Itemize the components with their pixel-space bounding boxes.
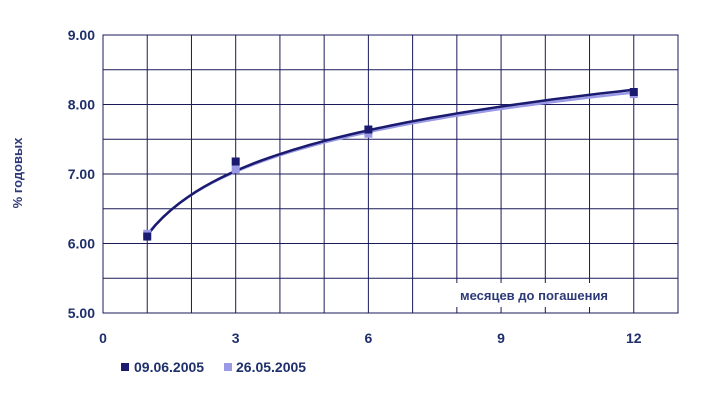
x-tick-label-0: 0 — [99, 330, 107, 346]
x-tick-label-2: 6 — [364, 330, 372, 346]
point-09-06-2005-3 — [629, 87, 638, 96]
y-tick-label-4: 9.00 — [68, 27, 95, 43]
legend-label-26-05-2005: 26.05.2005 — [236, 359, 306, 375]
legend-marker-26-05-2005 — [224, 363, 232, 371]
y-axis-title: % годовых — [10, 137, 25, 208]
x-tick-label-3: 9 — [497, 330, 505, 346]
point-09-06-2005-0 — [143, 232, 152, 241]
x-axis-title: месяцев до погашения — [460, 288, 608, 303]
gridlines — [103, 35, 678, 313]
y-tick-label-2: 7.00 — [68, 166, 95, 182]
legend-label-09-06-2005: 09.06.2005 — [134, 359, 204, 375]
x-axis-ticks: 0 3 6 9 12 — [99, 330, 642, 346]
x-axis-title-box — [436, 283, 632, 307]
y-tick-label-1: 6.00 — [68, 236, 95, 252]
point-26-05-2005-2 — [364, 129, 373, 138]
y-tick-label-0: 5.00 — [68, 305, 95, 321]
trendlines — [146, 88, 634, 236]
legend-marker-09-06-2005 — [121, 363, 129, 371]
data-points — [143, 87, 638, 241]
legend: 09.06.2005 26.05.2005 — [121, 359, 306, 375]
point-09-06-2005-1 — [231, 157, 240, 166]
x-tick-label-1: 3 — [232, 330, 240, 346]
x-tick-label-4: 12 — [626, 330, 642, 346]
y-tick-label-3: 8.00 — [68, 97, 95, 113]
point-26-05-2005-1 — [231, 165, 240, 174]
y-axis-ticks: 5.00 6.00 7.00 8.00 9.00 — [68, 27, 95, 321]
trendline-09-06-2005 — [146, 88, 634, 236]
point-09-06-2005-2 — [364, 125, 373, 134]
